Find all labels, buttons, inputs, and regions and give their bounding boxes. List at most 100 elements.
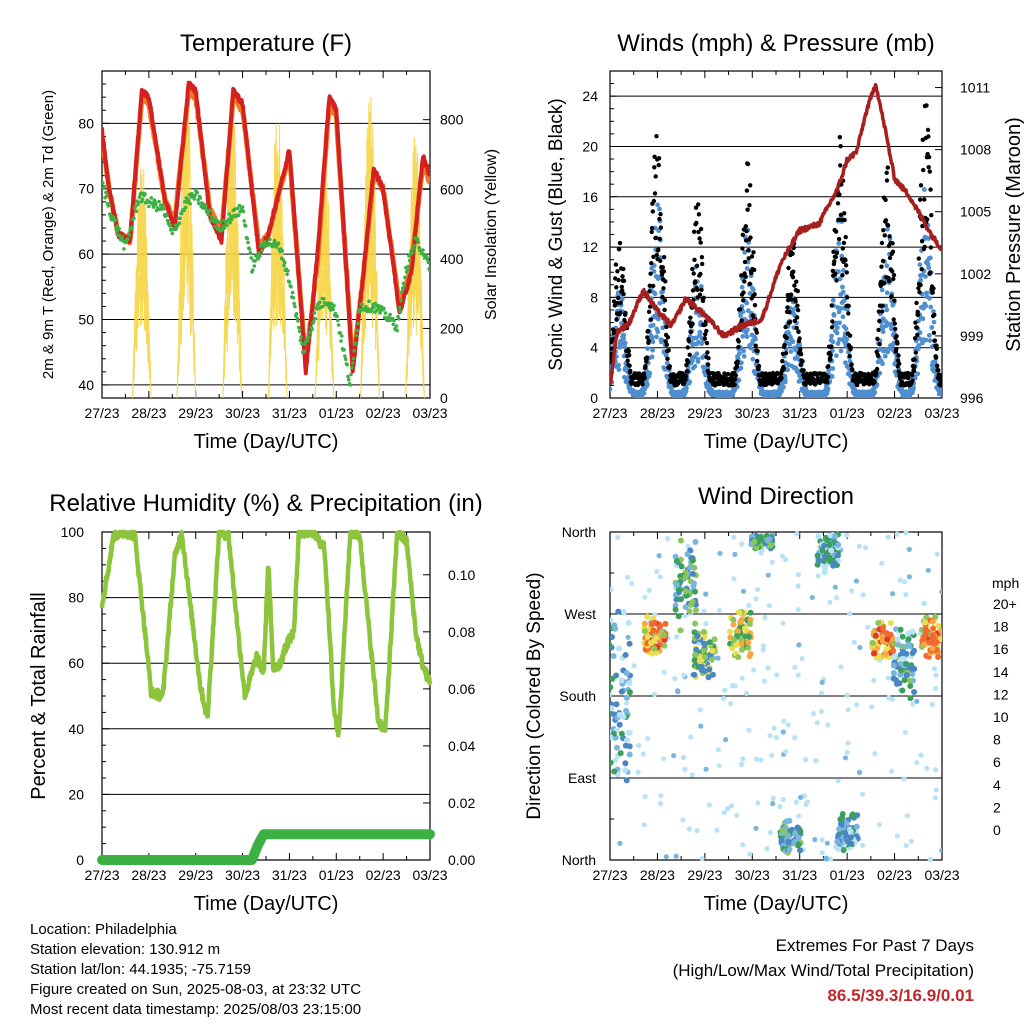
sonic-wind-point xyxy=(739,284,745,290)
wind-direction-point xyxy=(740,842,746,848)
dewpoint-point xyxy=(289,284,293,289)
wind-direction-point xyxy=(626,751,633,758)
sonic-wind-point xyxy=(927,338,933,343)
sonic-wind-point xyxy=(884,290,890,296)
dewpoint-point xyxy=(398,309,403,314)
wind-direction-point xyxy=(778,837,785,844)
wind-direction-point xyxy=(865,624,871,630)
wind-direction-point xyxy=(623,707,630,714)
dewpoint-point xyxy=(397,305,402,310)
wind-direction-point xyxy=(844,749,850,755)
dewpoint-point xyxy=(401,281,406,286)
gust-point xyxy=(693,279,698,284)
wind-direction-point xyxy=(703,766,709,772)
wind-direction-point xyxy=(610,587,614,593)
gust-point xyxy=(618,300,623,305)
wind-direction-point xyxy=(794,824,801,831)
wind-direction-point xyxy=(622,652,629,658)
dewpoint-point xyxy=(258,254,262,258)
dewpoint-point xyxy=(247,247,252,251)
wind-direction-point xyxy=(734,628,741,635)
wind-direction-point xyxy=(641,822,647,828)
wind-direction-point xyxy=(642,794,648,800)
gust-point xyxy=(744,188,750,193)
wind-direction-point xyxy=(853,823,860,830)
y-tick-label: 20 xyxy=(68,786,84,802)
wind-direction-point xyxy=(862,545,869,551)
station-latlon: Station lat/lon: 44.1935; -75.7159 xyxy=(30,961,252,978)
wind-direction-point xyxy=(677,537,684,544)
sonic-wind-point xyxy=(695,359,701,364)
wind-direction-point xyxy=(779,827,786,834)
wind-direction-point xyxy=(620,713,627,720)
plot-area xyxy=(102,80,430,398)
gust-point xyxy=(665,356,670,361)
dewpoint-point xyxy=(178,216,182,221)
y-axis-label: Sonic Wind & Gust (Blue, Black) xyxy=(546,98,567,370)
gust-point xyxy=(891,272,897,278)
dewpoint-point xyxy=(342,348,346,352)
wind-direction-point xyxy=(818,690,825,696)
dewpoint-point xyxy=(348,383,353,387)
gust-point xyxy=(891,276,896,282)
dewpoint-point xyxy=(355,328,360,333)
gust-point xyxy=(829,344,834,349)
dewpoint-point xyxy=(161,202,165,207)
wind-direction-point xyxy=(706,639,713,646)
gust-point xyxy=(699,255,705,260)
sonic-wind-point xyxy=(929,325,935,330)
speed-legend: mph 20+ 18 16 14 12 10 8 6 4 2 0 xyxy=(992,575,1019,838)
dewpoint-point xyxy=(360,302,364,307)
gust-point xyxy=(897,361,902,366)
wind-direction-point xyxy=(692,539,699,545)
gust-point xyxy=(683,377,688,383)
sonic-wind-point xyxy=(924,290,929,296)
gust-point xyxy=(704,328,709,334)
sonic-wind-point xyxy=(698,284,704,289)
sonic-wind-point xyxy=(915,371,921,377)
wind-direction-point xyxy=(766,536,773,543)
dewpoint-point xyxy=(204,204,208,208)
sonic-wind-point xyxy=(839,253,845,259)
dewpoint-point xyxy=(345,362,350,367)
wind-direction-point xyxy=(804,799,811,805)
gust-point xyxy=(842,217,847,223)
gust-point xyxy=(919,239,925,244)
gust-point xyxy=(683,374,689,379)
y2-tick-label: 999 xyxy=(960,328,984,344)
wind-direction-point xyxy=(689,772,696,778)
gust-point xyxy=(793,299,798,304)
x-tick-label: 02/23 xyxy=(877,405,912,421)
gust-point xyxy=(625,358,630,363)
wind-direction-point xyxy=(623,670,630,677)
gust-point xyxy=(690,266,695,272)
wind-direction-point xyxy=(738,646,745,653)
sonic-wind-point xyxy=(741,353,747,359)
y-tick-label: 50 xyxy=(78,312,94,328)
gust-point xyxy=(935,363,940,368)
dewpoint-point xyxy=(137,195,142,199)
wind-direction-point xyxy=(610,711,617,718)
gust-point xyxy=(685,345,690,350)
dewpoint-point xyxy=(311,320,316,324)
y2-tick-label: 0.10 xyxy=(448,567,475,583)
dewpoint-point xyxy=(153,199,157,204)
wind-direction-point xyxy=(614,744,621,751)
wind-direction-point xyxy=(765,572,771,578)
gust-point xyxy=(843,234,848,240)
dewpoint-point xyxy=(378,311,382,315)
sonic-wind-point xyxy=(694,351,700,357)
wind-direction-point xyxy=(661,669,667,675)
wind-direction-point xyxy=(901,579,908,585)
gust-point xyxy=(880,258,886,264)
wind-direction-point xyxy=(883,645,890,652)
x-tick-label: 27/23 xyxy=(592,867,627,883)
wind-direction-point xyxy=(737,619,744,626)
wind-direction-point xyxy=(876,652,883,659)
x-tick-label: 03/23 xyxy=(924,405,959,421)
sonic-wind-point xyxy=(840,314,846,320)
gust-point xyxy=(660,265,665,270)
wind-direction-point xyxy=(717,550,723,556)
wind-direction-point xyxy=(815,533,822,540)
sonic-wind-point xyxy=(826,368,831,373)
